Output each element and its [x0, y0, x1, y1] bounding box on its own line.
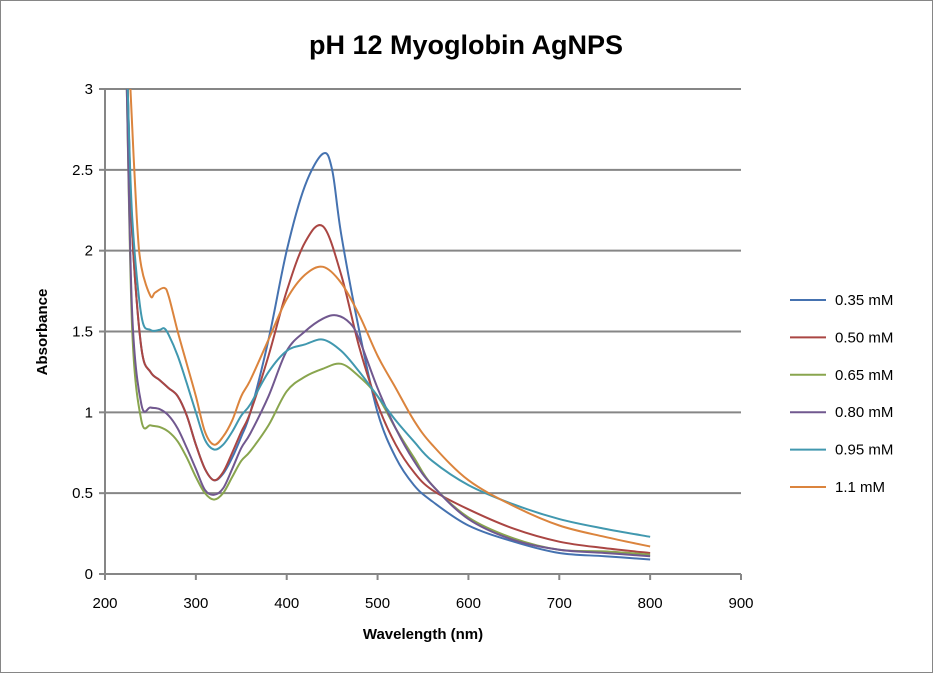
legend-label: 0.80 mM [835, 404, 893, 421]
x-tick-label: 400 [274, 595, 299, 612]
x-tick-label: 500 [365, 595, 390, 612]
gridlines [105, 88, 741, 495]
x-tick-label: 600 [456, 595, 481, 612]
series-line-1 [126, 88, 651, 554]
x-tick-label: 900 [728, 595, 753, 612]
series-lines [125, 88, 651, 561]
y-axis-label: Absorbance [34, 289, 51, 376]
x-tick-label: 800 [638, 595, 663, 612]
series-line-5 [129, 88, 651, 548]
y-tick-label: 3 [85, 81, 93, 98]
legend-label: 0.65 mM [835, 367, 893, 384]
y-tick-label: 1.5 [72, 324, 93, 341]
series-line-2 [125, 88, 651, 556]
legend: 0.35 mM 0.50 mM 0.65 mM 0.80 mM 0.95 mM 1.1 m… [790, 292, 893, 496]
chart-title: pH 12 Myoglobin AgNPS [309, 30, 623, 60]
y-tick-label: 0.5 [72, 485, 93, 502]
x-axis-label: Wavelength (nm) [363, 626, 483, 643]
x-tick-label: 700 [547, 595, 572, 612]
axes: 0 0.5 1 1.5 2 2.5 3 200 300 400 500 600 700 800 900 [72, 81, 753, 612]
legend-label: 0.35 mM [835, 292, 893, 309]
series-line-3 [125, 88, 651, 558]
x-tick-label: 300 [183, 595, 208, 612]
y-tick-label: 2.5 [72, 162, 93, 179]
legend-label: 1.1 mM [835, 479, 885, 496]
y-tick-label: 1 [85, 404, 93, 421]
series-line-0 [126, 88, 651, 561]
y-tick-label: 0 [85, 566, 93, 583]
legend-label: 0.95 mM [835, 442, 893, 459]
series-line-4 [126, 88, 651, 538]
y-tick-label: 2 [85, 243, 93, 260]
legend-label: 0.50 mM [835, 329, 893, 346]
x-tick-label: 200 [92, 595, 117, 612]
